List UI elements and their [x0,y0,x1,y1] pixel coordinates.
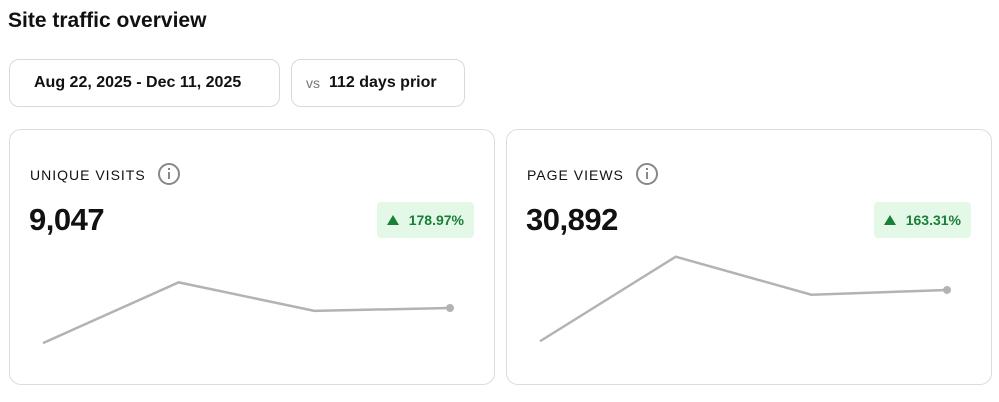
change-badge: 178.97% [376,202,474,238]
sparkline-line [539,255,948,343]
metric-label: UNIQUE VISITS [30,167,146,183]
sparkline-end [943,285,951,294]
info-icon[interactable] [636,163,658,185]
sparkline-end [446,304,454,312]
up-arrow [386,215,399,225]
page-title: Site traffic overview [8,9,207,32]
compare-period: 112 days prior [329,74,437,91]
sparkline-line [42,281,451,345]
info-icon[interactable] [158,163,180,185]
metric-value: 9,047 [29,202,105,237]
change-text: 178.97% [408,212,464,228]
change-badge: 163.31% [873,202,971,238]
compare-button[interactable]: vs 112 days prior [291,59,465,107]
metric-card: UNIQUE VISITS 9,047 178.97% [9,129,495,385]
compare-prefix: vs [306,75,320,91]
date-range-button[interactable]: Aug 22, 2025 - Dec 11, 2025 [9,59,280,107]
date-range: Aug 22, 2025 - Dec 11, 2025 [34,74,242,91]
up-arrow [883,215,896,225]
change-text: 163.31% [905,212,961,228]
sparkline [42,281,454,345]
sparkline [539,255,951,343]
metric-value: 30,892 [526,202,618,237]
metric-label: PAGE VIEWS [527,167,624,183]
metric-card: PAGE VIEWS 30,892 163.31% [506,129,992,385]
